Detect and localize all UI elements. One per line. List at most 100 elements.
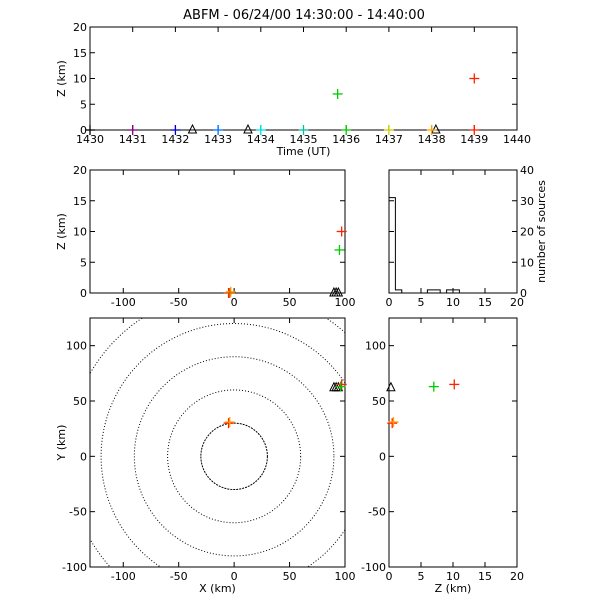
- x_z-ytick-label: 15: [73, 195, 87, 208]
- x_z-ytick-label: 10: [73, 226, 87, 239]
- z_hist-frame: [388, 169, 518, 294]
- x_y-source-point: [223, 418, 234, 429]
- time_z-xtick-label: 1436: [332, 133, 360, 146]
- z_hist-xtick-label: 20: [510, 296, 524, 309]
- time_z-source-point: [85, 125, 95, 135]
- x_z-source-point: [224, 288, 235, 298]
- time_z-ytick-label: 20: [73, 21, 87, 34]
- z_hist-ytick-label: 40: [520, 164, 534, 177]
- time_z-source-point: [469, 73, 480, 84]
- x_z-xtick-label: -100: [111, 296, 136, 309]
- range-ring: [133, 356, 335, 557]
- x_y-ytick-label: -100: [62, 561, 87, 574]
- x_z-ytick-label: 20: [73, 164, 87, 177]
- time_z-source-point: [341, 125, 352, 135]
- x_z-xtick-label: -50: [170, 296, 188, 309]
- time_z-source-point: [469, 125, 480, 135]
- time_z-source-point: [170, 125, 181, 135]
- time_z-source-point: [383, 125, 394, 135]
- z_y-source-point: [449, 379, 460, 390]
- x_y-xlabel: X (km): [199, 582, 236, 595]
- z_hist-ylabel: number of sources: [535, 180, 548, 283]
- x_y-ytick-label: 100: [66, 340, 87, 353]
- x_z-ylabel: Z (km): [55, 213, 68, 250]
- x_y-ytick-label: -50: [69, 506, 87, 519]
- x_y-ytick-label: 50: [73, 395, 87, 408]
- z_y-xtick-label: 20: [510, 570, 524, 583]
- time_z-station-marker: [431, 123, 441, 134]
- x_y-xtick-label: 50: [283, 570, 297, 583]
- time_z-source-point: [255, 125, 266, 135]
- time_z-station-marker: [187, 123, 198, 134]
- x_z-station-marker: [333, 286, 344, 297]
- z_y-xlabel: Z (km): [435, 582, 472, 595]
- z_y-xtick-label: 5: [418, 570, 425, 583]
- time_z-xtick-label: 1430: [76, 133, 104, 146]
- z_y-ytick-label: 0: [379, 450, 386, 463]
- z_y-ytick-label: 100: [365, 340, 386, 353]
- figure-title: ABFM - 06/24/00 14:30:00 - 14:40:00: [183, 8, 425, 23]
- time_z-xtick-label: 1440: [503, 133, 531, 146]
- time_z-ytick-label: 0: [80, 124, 87, 137]
- time_z-source-point: [426, 125, 437, 135]
- time_z-ytick-label: 15: [73, 47, 87, 60]
- z_hist-ytick-label: 20: [520, 226, 534, 239]
- z-hist-bar: [389, 198, 395, 293]
- time_z-frame: [89, 26, 518, 131]
- range-ring: [167, 389, 302, 524]
- z_y-source-point: [388, 417, 399, 428]
- time_z-source-point: [213, 125, 224, 135]
- x_z-source-point: [334, 244, 345, 255]
- time_z-xtick-label: 1435: [290, 133, 318, 146]
- z_hist-ytick-label: 10: [520, 256, 534, 269]
- time_z-xtick-label: 1438: [418, 133, 446, 146]
- z_y-xtick-label: 0: [386, 570, 393, 583]
- time_z-xtick-label: 1437: [375, 133, 403, 146]
- time_z-ytick-label: 5: [80, 98, 87, 111]
- time_z-source-point: [127, 125, 138, 135]
- x_z-source-point: [225, 286, 236, 297]
- time_z-xtick-label: 1433: [204, 133, 232, 146]
- x_y-source-point: [224, 417, 235, 428]
- z_y-xtick-label: 10: [446, 570, 460, 583]
- x_y-source-point: [335, 381, 346, 392]
- z_y-ytick-label: -100: [361, 561, 386, 574]
- z-hist-outline: [388, 197, 517, 294]
- time_z-xlabel: Time (UT): [276, 145, 331, 158]
- x_y-ylabel: Y (km): [55, 425, 68, 462]
- time_z-xtick-label: 1434: [247, 133, 275, 146]
- time_z-ylabel: Z (km): [55, 60, 68, 97]
- xy-range-rings: [90, 318, 345, 567]
- x_y-frame: [89, 317, 346, 568]
- time_z-xtick-label: 1431: [119, 133, 147, 146]
- z_y-source-point: [387, 418, 398, 429]
- time_z-xtick-label: 1439: [460, 133, 488, 146]
- z_hist-xtick-label: 10: [446, 296, 460, 309]
- x_z-ytick-label: 5: [80, 256, 87, 269]
- z_hist-xtick-label: 15: [478, 296, 492, 309]
- range-ring: [100, 323, 345, 567]
- z_y-ytick-label: -50: [368, 506, 386, 519]
- range-ring: [200, 422, 268, 491]
- x_y-xtick-label: -100: [111, 570, 136, 583]
- z_hist-xtick-label: 5: [418, 296, 425, 309]
- x_y-xtick-label: 100: [335, 570, 356, 583]
- z_y-source-point: [428, 381, 439, 392]
- x_z-frame: [89, 169, 346, 294]
- x_z-ytick-label: 0: [80, 287, 87, 300]
- x_z-xtick-label: 50: [283, 296, 297, 309]
- time_z-source-point: [332, 88, 343, 99]
- z_y-station-marker: [386, 381, 396, 392]
- time_z-ytick-label: 10: [73, 73, 87, 86]
- z_hist-ytick-label: 0: [520, 287, 527, 300]
- z_hist-ytick-label: 30: [520, 195, 534, 208]
- z_y-ytick-label: 50: [372, 395, 386, 408]
- x_y-xtick-label: -50: [170, 570, 188, 583]
- x_z-xtick-label: 100: [335, 296, 356, 309]
- z_hist-xtick-label: 0: [386, 296, 393, 309]
- range-ring: [90, 318, 345, 567]
- x_z-xtick-label: 0: [231, 296, 238, 309]
- x_z-source-point: [336, 226, 347, 237]
- z_y-xtick-label: 15: [478, 570, 492, 583]
